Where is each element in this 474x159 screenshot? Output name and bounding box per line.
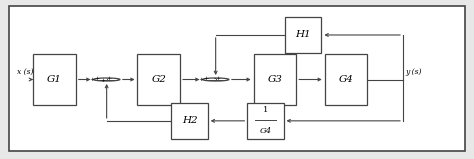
Text: G4: G4 [338,75,354,84]
Bar [325,54,367,105]
Bar [247,103,283,139]
Text: +: + [90,76,94,82]
Text: G2: G2 [151,75,166,84]
Text: G4: G4 [259,127,272,135]
Text: +: + [199,77,203,82]
Text: G3: G3 [267,75,283,84]
Text: y (s): y (s) [405,68,422,76]
Bar [33,54,76,105]
Bar [172,103,208,139]
Text: +: + [215,76,220,81]
Bar [254,54,296,105]
Text: +: + [95,76,100,81]
Text: 1: 1 [263,106,268,114]
Ellipse shape [93,78,120,81]
Bar [137,54,180,105]
Bar [285,17,321,53]
Text: -: - [214,75,216,81]
Ellipse shape [202,78,229,81]
Text: H2: H2 [182,116,197,125]
Text: G1: G1 [47,75,62,84]
Text: H1: H1 [296,31,311,39]
Text: +: + [204,76,209,81]
Text: +: + [106,76,111,81]
Text: x (s): x (s) [17,68,33,76]
Text: +: + [100,78,105,83]
